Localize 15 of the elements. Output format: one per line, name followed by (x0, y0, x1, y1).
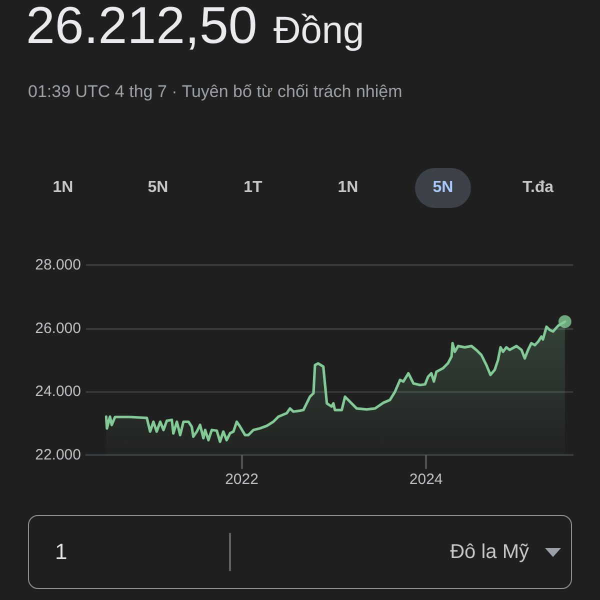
chart-subtitle: 01:39 UTC 4 thg 7 · Tuyên bố từ chối trách nhiệm (28, 81, 404, 103)
y-tick-label: 26.000 (35, 320, 81, 337)
selected-tab: 5N (415, 168, 471, 208)
y-tick-label: 24.000 (35, 383, 81, 400)
chart-title: 26.212,50 Đồng (26, 0, 364, 55)
text: 5N (148, 179, 168, 197)
text: 1N (52, 179, 74, 197)
x-tick-label: 2022 (225, 471, 258, 488)
x-tick-label: 2024 (409, 471, 443, 488)
y-tick-label: 28.000 (35, 256, 81, 274)
text: 1T (244, 179, 262, 197)
text: T.đa (522, 179, 554, 197)
y-tick-label: 22.000 (35, 446, 81, 464)
text: 1N (338, 179, 358, 197)
input-field: 1 Đô la Mỹ (28, 515, 572, 589)
